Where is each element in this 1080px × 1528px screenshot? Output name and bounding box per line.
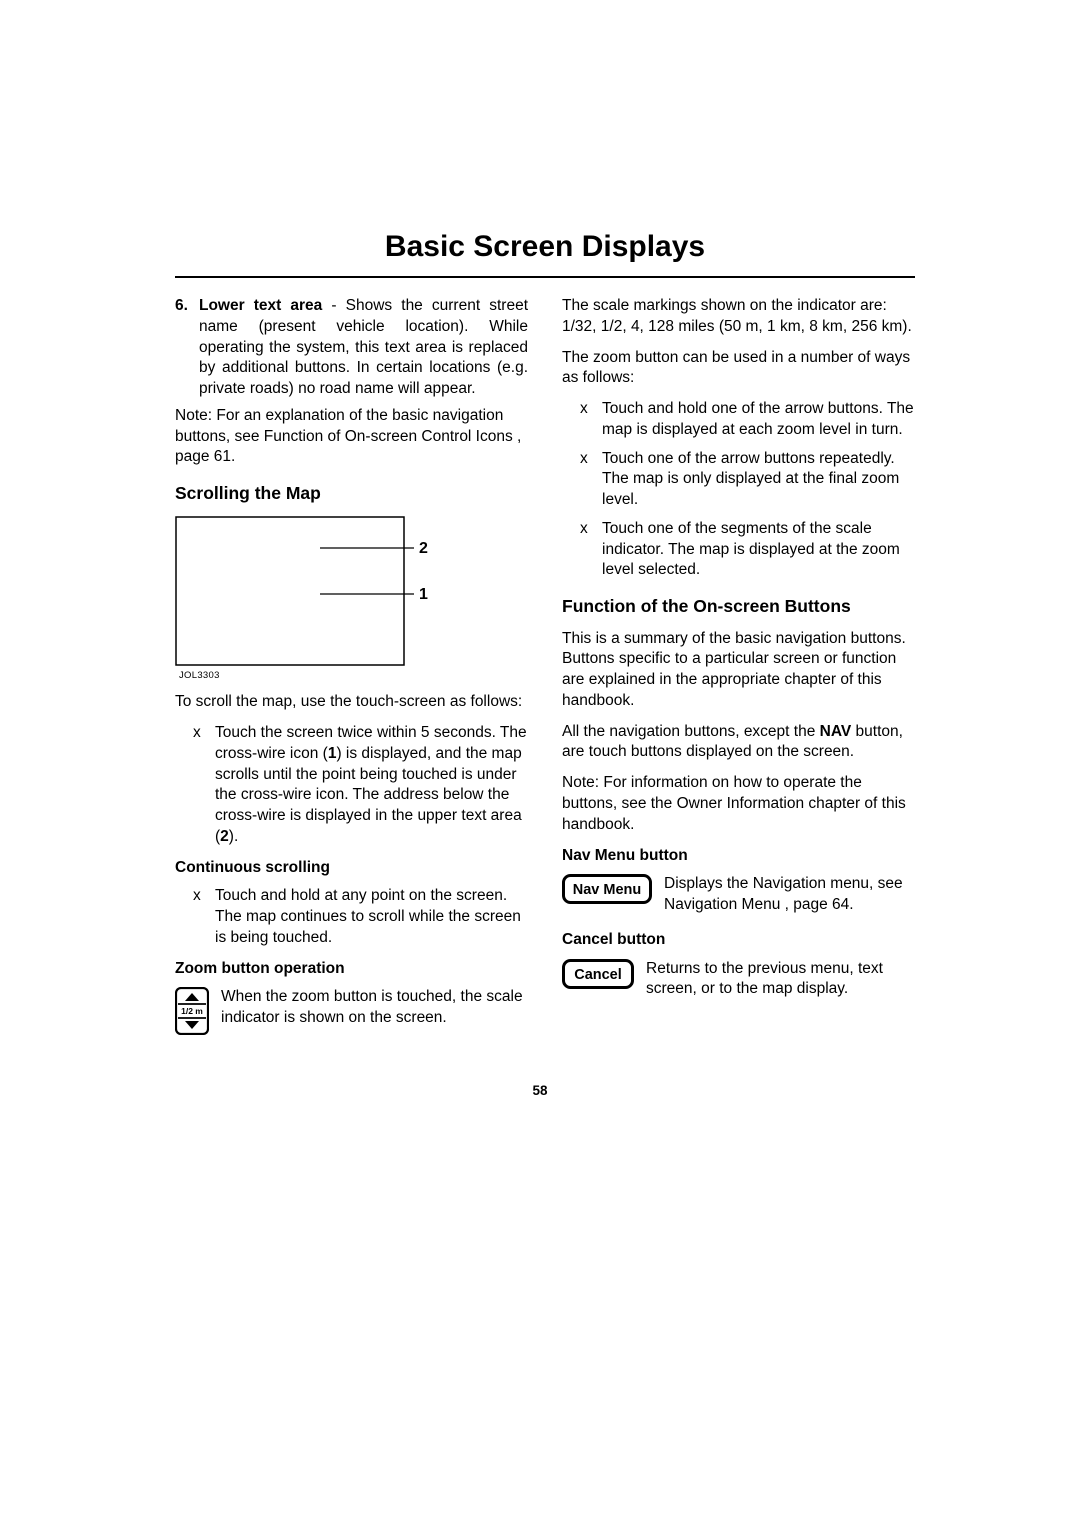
item-number: 6. [175,296,199,400]
item-text: Lower text area - Shows the current stre… [199,296,528,400]
scale-markings-text: The scale markings shown on the indicato… [562,296,915,338]
callout-2: 2 [419,540,428,557]
heading-zoom-button: Zoom button operation [175,959,528,980]
zoom-button-description: When the zoom button is touched, the sca… [221,987,528,1042]
cancel-button-icon: Cancel [562,959,634,1001]
bullet-item: x Touch the screen twice within 5 second… [193,723,528,848]
heading-nav-menu-button: Nav Menu button [562,846,915,867]
nav-button-exception-text: All the navigation buttons, except the N… [562,722,915,764]
page-title: Basic Screen Displays [175,230,915,278]
item-label-bold: Lower text area [199,297,322,314]
svg-text:Nav Menu: Nav Menu [573,882,642,898]
svg-text:Cancel: Cancel [574,967,622,983]
bullet-item: x Touch one of the arrow buttons repeate… [580,449,915,511]
left-column: 6. Lower text area - Shows the current s… [175,296,528,1056]
zoom-usage-intro: The zoom button can be used in a number … [562,348,915,390]
cancel-button-description: Returns to the previous menu, text scree… [646,959,915,1001]
bullet-text: Touch one of the segments of the scale i… [602,519,915,581]
heading-function-onscreen-buttons: Function of the On-screen Buttons [562,595,915,618]
bullet-glyph: x [580,449,602,511]
cancel-button-row: Cancel Returns to the previous menu, tex… [562,959,915,1001]
page-number: 58 [0,1083,1080,1098]
nav-menu-button-row: Nav Menu Displays the Navigation menu, s… [562,874,915,916]
figure-caption: JOL3303 [179,670,528,683]
scroll-intro-text: To scroll the map, use the touch-screen … [175,692,528,713]
bullet-item: x Touch and hold one of the arrow button… [580,399,915,441]
callout-1: 1 [419,586,428,603]
note-text: Note: For information on how to operate … [562,773,915,835]
note-text: Note: For an explanation of the basic na… [175,406,528,468]
heading-cancel-button: Cancel button [562,930,915,951]
two-column-layout: 6. Lower text area - Shows the current s… [175,296,915,1056]
note-body: For information on how to operate the bu… [562,774,906,833]
bullet-glyph: x [580,519,602,581]
nav-menu-button-icon: Nav Menu [562,874,652,916]
heading-continuous-scrolling: Continuous scrolling [175,858,528,879]
bullet-text: Touch one of the arrow buttons repeatedl… [602,449,915,511]
bullet-glyph: x [193,723,215,848]
right-column: The scale markings shown on the indicato… [562,296,915,1056]
bullet-text: Touch the screen twice within 5 seconds.… [215,723,528,848]
bullet-text: Touch and hold one of the arrow buttons.… [602,399,915,441]
figure-map-scroll: 2 1 JOL3303 [175,516,528,683]
svg-text:1/2 m: 1/2 m [181,1006,203,1016]
bullet-glyph: x [193,886,215,948]
zoom-button-row: 1/2 m When the zoom button is touched, t… [175,987,528,1042]
heading-scrolling-map: Scrolling the Map [175,482,528,505]
bullet-item: x Touch one of the segments of the scale… [580,519,915,581]
map-scroll-diagram: 2 1 [175,516,431,666]
function-summary-text: This is a summary of the basic navigatio… [562,629,915,712]
bullet-glyph: x [580,399,602,441]
nav-menu-button-description: Displays the Navigation menu, see Naviga… [664,874,915,916]
list-item-6: 6. Lower text area - Shows the current s… [175,296,528,400]
document-page: Basic Screen Displays 6. Lower text area… [0,0,1080,1528]
note-prefix: Note: [175,407,212,424]
note-prefix: Note: [562,774,599,791]
note-body: For an explanation of the basic navigati… [175,407,521,466]
bullet-item: x Touch and hold at any point on the scr… [193,886,528,948]
zoom-button-icon: 1/2 m [175,987,209,1042]
bullet-text: Touch and hold at any point on the scree… [215,886,528,948]
